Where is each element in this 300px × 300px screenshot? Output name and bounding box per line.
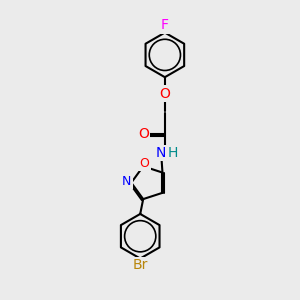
Text: O: O: [159, 86, 170, 100]
Text: F: F: [161, 18, 169, 32]
Text: H: H: [168, 146, 178, 160]
Text: N: N: [122, 175, 131, 188]
Text: O: O: [138, 127, 149, 141]
Text: N: N: [156, 146, 166, 160]
Text: Br: Br: [133, 258, 148, 272]
Text: O: O: [140, 157, 150, 170]
